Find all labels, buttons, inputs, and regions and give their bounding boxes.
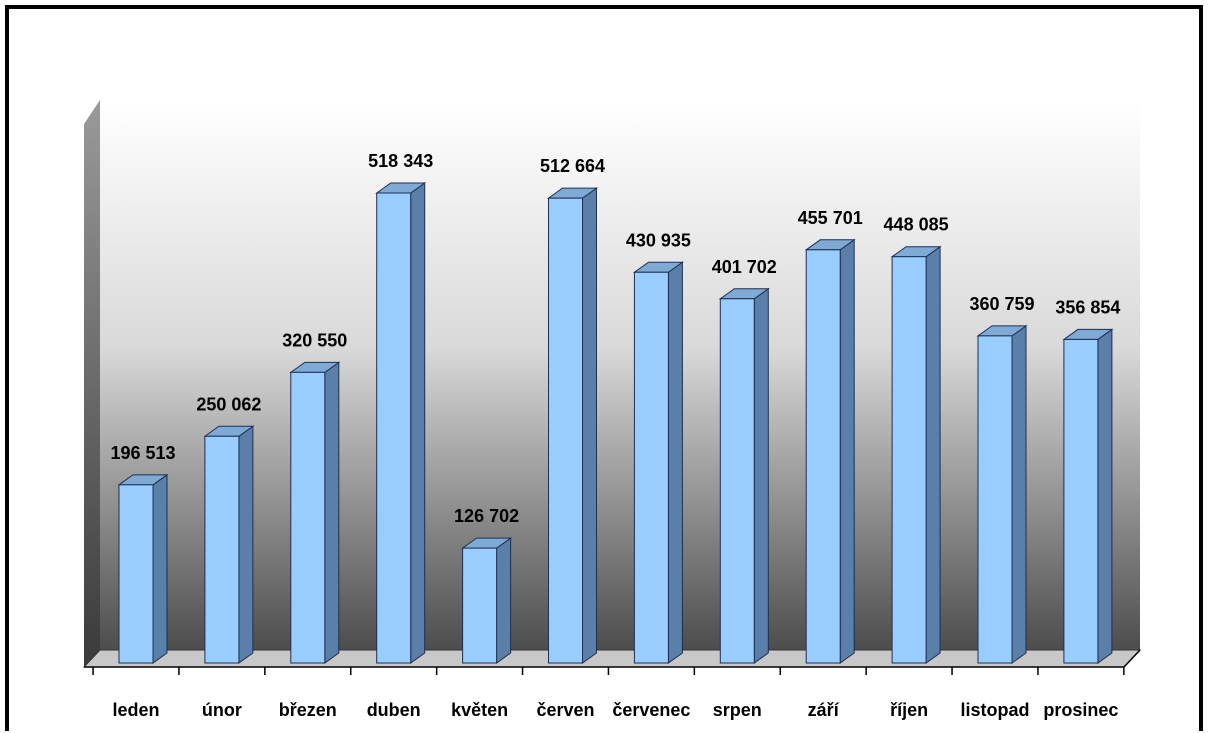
side-wall — [84, 100, 100, 667]
category-label: leden — [112, 700, 159, 720]
category-label: březen — [279, 700, 337, 720]
value-label: 356 854 — [1055, 297, 1120, 317]
bar — [1062, 328, 1114, 664]
bar-side — [410, 182, 426, 664]
value-label: 320 550 — [282, 330, 347, 350]
value-label: 250 062 — [196, 394, 261, 414]
labels-group: 196 513 250 062 320 550 518 343 126 702 512 6… — [110, 151, 1120, 720]
bar — [632, 261, 684, 664]
value-label: 455 701 — [798, 208, 863, 228]
category-label: únor — [202, 700, 242, 720]
back-wall — [100, 100, 1140, 650]
bar — [461, 537, 513, 664]
bar-front — [805, 249, 841, 664]
bar-front — [891, 256, 927, 664]
category-label: duben — [367, 700, 421, 720]
bar-side — [1011, 324, 1027, 664]
value-label: 430 935 — [626, 230, 691, 250]
value-label: 126 702 — [454, 506, 519, 526]
chart-back-wall — [82, 100, 1142, 668]
bar-front — [633, 271, 669, 664]
bar-side — [496, 537, 512, 664]
value-label: 196 513 — [110, 443, 175, 463]
category-label: listopad — [960, 700, 1029, 720]
bar-side — [238, 425, 254, 664]
bar-front — [204, 435, 240, 664]
value-label: 448 085 — [884, 215, 949, 235]
bar — [289, 361, 341, 664]
bar-front — [462, 547, 498, 664]
category-label: říjen — [890, 700, 928, 720]
bar-side — [925, 245, 941, 664]
category-label: červenec — [612, 700, 690, 720]
bar-front — [1063, 338, 1099, 664]
bar-side — [839, 238, 855, 664]
value-label: 401 702 — [712, 257, 777, 277]
bar — [375, 182, 427, 664]
bar-front — [118, 484, 154, 664]
category-label: květen — [451, 700, 508, 720]
category-label: červen — [536, 700, 594, 720]
bar-side — [152, 473, 168, 664]
bar — [117, 473, 169, 664]
bar-side — [753, 287, 769, 664]
bar — [718, 287, 770, 664]
bar-side — [582, 187, 597, 664]
value-label: 518 343 — [368, 151, 433, 171]
x-axis — [84, 649, 1141, 675]
category-label: srpen — [713, 700, 762, 720]
bar-side — [667, 261, 683, 664]
bar-front — [548, 197, 583, 664]
bars-group — [117, 182, 1114, 664]
category-label: září — [808, 700, 840, 720]
x-axis-edge — [1123, 649, 1141, 668]
bar — [804, 238, 856, 664]
category-label: prosinec — [1043, 700, 1118, 720]
bar — [976, 324, 1028, 664]
bar — [890, 245, 942, 664]
bar — [203, 425, 255, 664]
bar — [546, 187, 599, 664]
bar-front — [376, 192, 412, 664]
bar-side — [1097, 328, 1113, 664]
bar-side — [324, 361, 340, 664]
bar-front — [977, 335, 1013, 664]
bar-front — [719, 298, 755, 664]
bar-front — [290, 371, 326, 664]
value-label: 360 759 — [969, 294, 1034, 314]
value-label: 512 664 — [540, 156, 605, 176]
